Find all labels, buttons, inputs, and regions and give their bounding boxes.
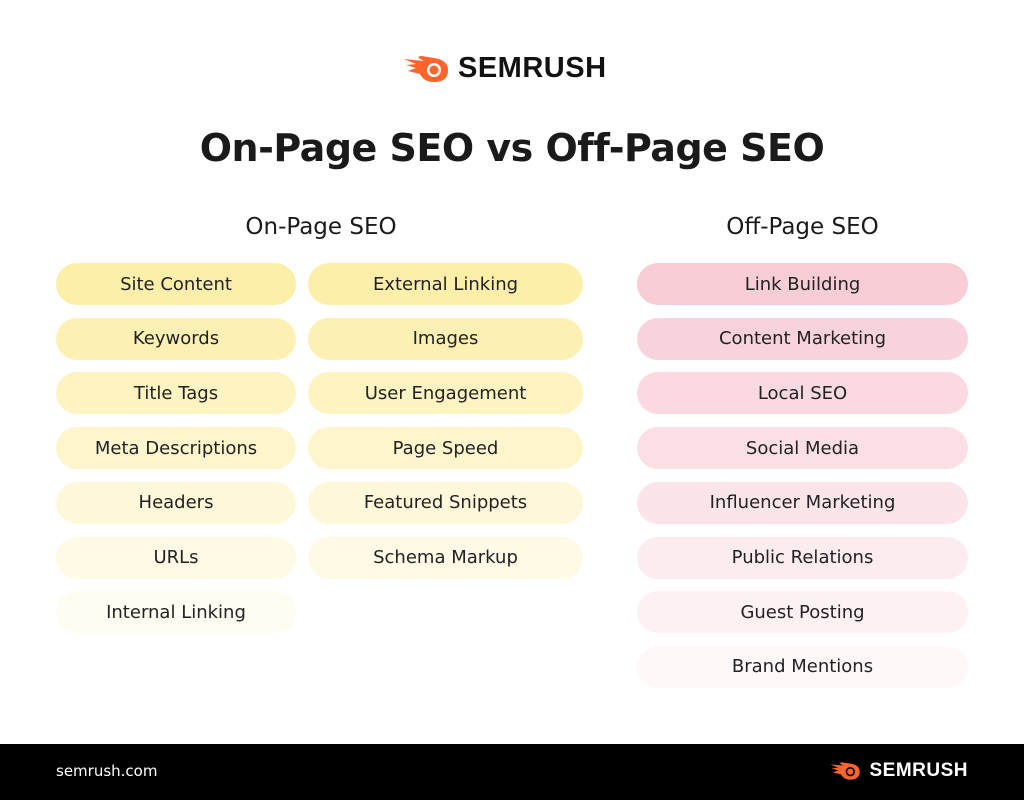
on-page-item: Keywords [56,317,296,360]
off-page-item: Brand Mentions [637,645,968,688]
on-page-item: External Linking [308,263,583,305]
footer-url: semrush.com [56,762,158,780]
on-page-item: Internal Linking [56,591,296,634]
off-page-item: Content Marketing [637,317,968,360]
semrush-logo-footer: SEMRUSH [829,760,968,782]
footer: semrush.com SEMRUSH [0,744,1024,800]
semrush-flame-icon [404,55,448,82]
on-page-item: Schema Markup [308,536,583,579]
off-page-item: Guest Posting [637,591,968,634]
page-title: On-Page SEO vs Off-Page SEO [199,126,825,170]
on-page-item: Title Tags [56,372,296,415]
off-page-item: Public Relations [637,536,968,579]
on-page-item: URLs [56,536,296,579]
off-page-heading: Off-Page SEO [726,214,879,240]
on-page-item: User Engagement [308,372,583,415]
off-page-item: Influencer Marketing [637,481,968,524]
off-page-item: Link Building [637,263,968,305]
off-page-item: Social Media [637,427,968,470]
off-page-item: Local SEO [637,372,968,415]
semrush-flame-icon [830,762,861,780]
on-page-item: Site Content [56,263,296,305]
on-page-item: Page Speed [308,427,583,470]
on-page-heading: On-Page SEO [245,214,397,240]
on-page-item: Meta Descriptions [56,427,296,470]
on-page-item: Headers [56,481,296,524]
on-page-item: Featured Snippets [308,481,583,524]
on-page-item: Images [308,317,583,360]
semrush-logo: SEMRUSH [402,52,607,85]
